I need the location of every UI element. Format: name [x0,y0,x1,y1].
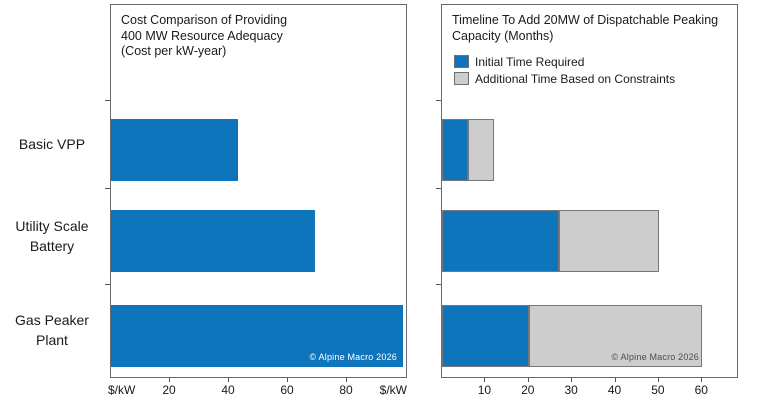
category-label: Gas Peaker Plant [15,312,89,348]
bar-2-segment-initial [442,305,529,367]
bar-1 [111,210,315,272]
x-tick-label: 20 [521,383,535,397]
legend-swatch-blue [454,55,469,68]
cost-chart-title: Cost Comparison of Providing 400 MW Reso… [121,13,288,58]
watermark-cost-chart: © Alpine Macro 2026 [309,352,397,362]
legend-item-initial: Initial Time Required [454,53,675,70]
cost-chart-plot: Cost Comparison of Providing 400 MW Reso… [110,4,407,378]
bar-1-segment-additional [559,210,659,272]
legend-label-additional: Additional Time Based on Constraints [475,71,676,86]
bar-0-segment-additional [468,119,495,181]
legend-item-additional: Additional Time Based on Constraints [454,70,675,87]
legend-swatch-gray [454,72,469,85]
x-tick-label: 80 [339,383,353,397]
bar-1-segment-initial [442,210,560,272]
x-tick-label: 60 [280,383,294,397]
x-tick-label: 30 [564,383,578,397]
legend-label-initial: Initial Time Required [475,54,585,69]
x-tick-label: 20 [162,383,176,397]
bar-0-segment-initial [442,119,469,181]
x-tick-label: 10 [477,383,492,397]
x-tick-label: 50 [651,383,665,397]
category-label: Utility Scale Battery [15,218,89,254]
x-tick-label: 60 [694,383,708,397]
timeline-chart-plot: Timeline To Add 20MW of Dispatchable Pea… [441,4,738,378]
bar-0 [111,119,238,181]
category-label: Basic VPP [18,136,86,152]
x-tick-label: 40 [221,383,235,397]
x-tick-label: 40 [607,383,622,397]
legend: Initial Time Required Additional Time Ba… [454,53,675,87]
x-axis-unit-label-right: $/kW [379,383,407,397]
timeline-chart-title: Timeline To Add 20MW of Dispatchable Pea… [452,13,719,43]
x-axis-unit-label-left: $/kW [108,383,136,397]
watermark-timeline-chart: © Alpine Macro 2026 [611,352,699,362]
bar-2 [111,305,404,367]
bar-2-segment-additional [528,305,703,367]
